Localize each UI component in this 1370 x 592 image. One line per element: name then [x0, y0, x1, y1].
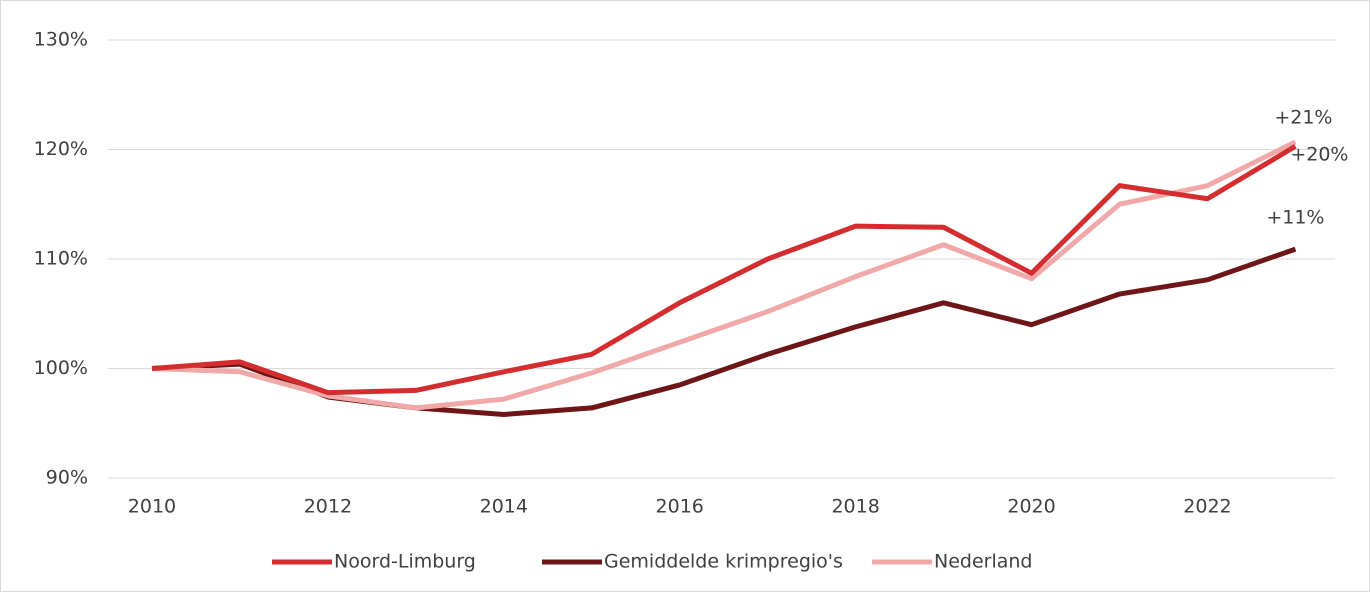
legend-label: Nederland [934, 551, 1033, 573]
y-tick-label: 90% [46, 467, 88, 489]
y-tick-label: 100% [34, 357, 88, 379]
y-tick-label: 110% [34, 248, 88, 270]
end-label: +20% [1290, 144, 1348, 166]
x-tick-label: 2010 [128, 496, 176, 518]
y-tick-label: 130% [34, 29, 88, 51]
x-tick-label: 2018 [831, 496, 879, 518]
x-tick-label: 2020 [1007, 496, 1055, 518]
x-tick-label: 2016 [656, 496, 704, 518]
end-label: +11% [1266, 207, 1324, 229]
series-line [151, 144, 1297, 396]
x-tick-label: 2012 [304, 496, 352, 518]
x-tick-label: 2014 [480, 496, 528, 518]
end-label: +21% [1274, 106, 1332, 128]
legend-label: Gemiddelde krimpregio's [604, 551, 843, 573]
series-line [151, 139, 1297, 411]
x-tick-label: 2022 [1183, 496, 1231, 518]
legend-label: Noord-Limburg [334, 551, 476, 573]
y-tick-label: 120% [34, 138, 88, 160]
